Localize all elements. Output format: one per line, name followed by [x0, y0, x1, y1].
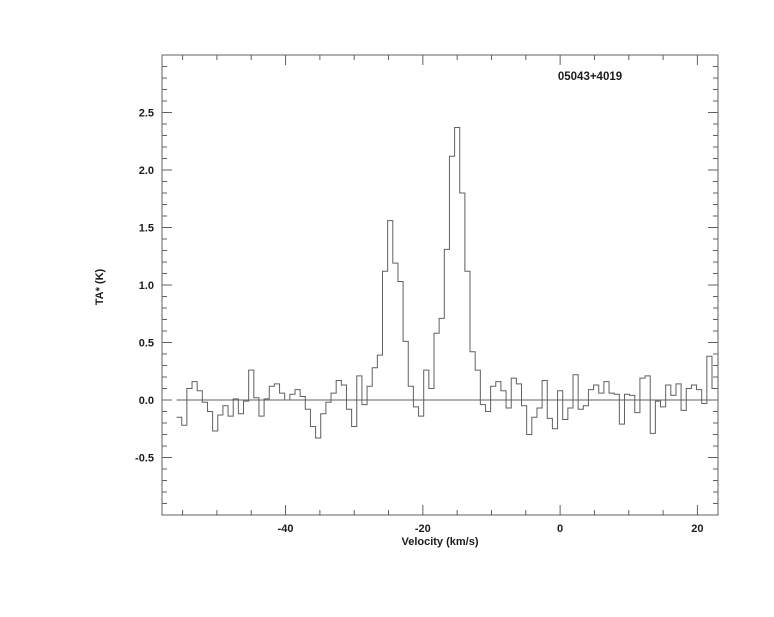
y-tick-label: 0.0: [139, 395, 154, 407]
x-axis-label: Velocity (km/s): [401, 536, 478, 548]
x-tick-label: -40: [278, 523, 294, 535]
y-axis-label: TA* (K): [94, 268, 106, 305]
x-tick-label: 0: [557, 523, 563, 535]
y-tick-label: 0.5: [139, 338, 154, 350]
y-tick-label: -0.5: [135, 453, 154, 465]
x-tick-label: -20: [415, 523, 431, 535]
x-tick-label: 20: [691, 523, 703, 535]
y-tick-label: 2.0: [139, 165, 154, 177]
spectrum-trace: [176, 126, 718, 439]
y-tick-label: 1.5: [139, 223, 154, 235]
source-title: 05043+4019: [558, 71, 622, 83]
y-tick-label: 1.0: [139, 280, 154, 292]
axis-tick-labels: -40 -20 0 20 -0.5 0.0 0.5 1.0 1.5 2.0 2.5: [135, 108, 704, 536]
y-tick-label: 2.5: [139, 108, 154, 120]
axis-ticks: [162, 55, 718, 515]
plot-box: [161, 54, 719, 516]
